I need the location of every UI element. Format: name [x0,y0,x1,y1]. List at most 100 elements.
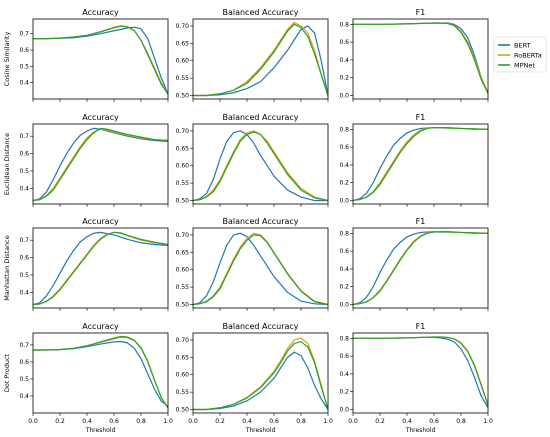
y-tick-label: 0.4 [19,289,29,296]
panel-euclidean-distance-balanced-accuracy: Balanced Accuracy 0.50 0.55 0.60 0.65 0.70 [176,113,329,207]
panel-title: F1 [416,217,426,226]
y-tick-label: 0.65 [176,40,190,47]
series-line-mpnet [353,22,488,94]
series-line-roberta [193,130,328,202]
panel-title: Balanced Accuracy [222,8,298,17]
y-tick-label: 0.60 [176,267,190,274]
panel-manhattan-distance-balanced-accuracy: Balanced Accuracy 0.50 0.55 0.60 0.65 0.70 [176,217,329,311]
series-line-mpnet [33,231,168,306]
y-tick-label: 0.4 [19,185,29,192]
panel-title: Accuracy [82,113,119,122]
y-tick-label: 0.6 [339,353,349,360]
y-tick-label: 0.65 [176,354,190,361]
panel-title: Balanced Accuracy [222,217,298,226]
y-tick-label: 0.70 [176,232,190,239]
series-line-mpnet [33,127,168,202]
series-group [353,126,488,202]
x-tick-label: 0.6 [429,418,439,425]
series-line-roberta [353,230,488,306]
series-line-mpnet [353,231,488,306]
panel-frame [192,332,329,414]
y-tick-label: 0.5 [19,272,29,279]
panel-cosine-similarity-balanced-accuracy: Balanced Accuracy 0.50 0.55 0.60 0.65 0.70 [176,8,329,102]
series-group [353,22,488,94]
panel-frame [32,332,169,414]
x-tick-label: 0.0 [28,418,38,425]
y-tick-label: 0.7 [19,342,29,349]
series-line-bert [353,126,488,202]
series-line-mpnet [193,23,328,97]
y-tick-label: 0.6 [19,255,29,262]
y-tick-label: 0.6 [339,144,349,151]
x-tick-label: 1.0 [163,418,173,425]
panel-title: F1 [416,113,426,122]
y-tick-label: 0.2 [339,389,349,396]
series-line-roberta [193,21,328,97]
panel-frame [32,18,169,100]
x-tick-label: 1.0 [323,418,333,425]
series-line-mpnet [33,335,168,409]
x-tick-label: 0.8 [296,418,306,425]
y-tick-label: 0.4 [19,80,29,87]
legend-label-mpnet: MPNet [514,61,535,69]
x-tick-label: 0.8 [456,418,466,425]
legend-label-bert: BERT [514,41,531,49]
series-group [353,230,488,306]
chart-grid: Accuracy 0.4 0.5 0.6 0.7 Cosine Similarity Bal… [3,8,493,434]
y-tick-label: 0.7 [19,237,29,244]
series-group [33,127,168,202]
series-line-mpnet [353,336,488,406]
y-tick-label: 0.60 [176,372,190,379]
series-line-bert [353,230,488,306]
series-group [193,130,328,202]
y-tick-label: 0.0 [339,406,349,413]
panel-dot-product-balanced-accuracy: Balanced Accuracy 0.50 0.55 0.60 0.65 0.70 0.0… [176,322,333,434]
x-tick-label: 0.4 [82,418,92,425]
y-tick-label: 0.50 [176,407,190,414]
series-line-roberta [353,336,488,406]
panel-manhattan-distance-f1: F1 0.0 0.2 0.4 0.6 0.8 [339,217,489,311]
panel-title: Accuracy [82,322,119,331]
panel-title: F1 [416,8,426,17]
y-tick-label: 0.0 [339,301,349,308]
x-tick-label: 0.2 [375,418,385,425]
series-line-bert [33,340,168,407]
series-group [193,232,328,306]
series-line-roberta [193,232,328,306]
series-group [193,337,328,411]
y-tick-label: 0.65 [176,249,190,256]
panel-frame [352,332,489,414]
series-line-bert [353,22,488,94]
y-tick-label: 0.6 [19,359,29,366]
y-tick-label: 0.6 [19,151,29,158]
series-group [33,231,168,306]
series-line-roberta [33,25,168,95]
series-line-mpnet [193,234,328,306]
y-tick-label: 0.4 [339,371,349,378]
y-tick-label: 0.50 [176,302,190,309]
panel-frame [352,18,489,100]
panel-frame [192,227,329,309]
y-tick-label: 0.6 [19,47,29,54]
y-tick-label: 0.70 [176,128,190,135]
y-tick-label: 0.7 [19,31,29,38]
panel-cosine-similarity-f1: F1 0.0 0.2 0.4 0.6 0.8 [339,8,489,102]
panel-title: Balanced Accuracy [222,113,298,122]
panel-title: F1 [416,322,426,331]
series-group [33,25,168,95]
series-line-bert [353,336,488,408]
x-axis-label: Threshold [245,427,276,434]
x-tick-label: 0.4 [242,418,252,425]
y-tick-label: 0.8 [339,126,349,133]
y-tick-label: 0.60 [176,58,190,65]
y-tick-label: 0.50 [176,198,190,205]
x-tick-label: 0.0 [348,418,358,425]
y-tick-label: 0.2 [339,180,349,187]
y-tick-label: 0.8 [339,335,349,342]
y-tick-label: 0.50 [176,93,190,100]
series-line-bert [193,25,328,97]
y-tick-label: 0.5 [19,376,29,383]
series-line-mpnet [353,126,488,202]
panel-frame [32,227,169,309]
